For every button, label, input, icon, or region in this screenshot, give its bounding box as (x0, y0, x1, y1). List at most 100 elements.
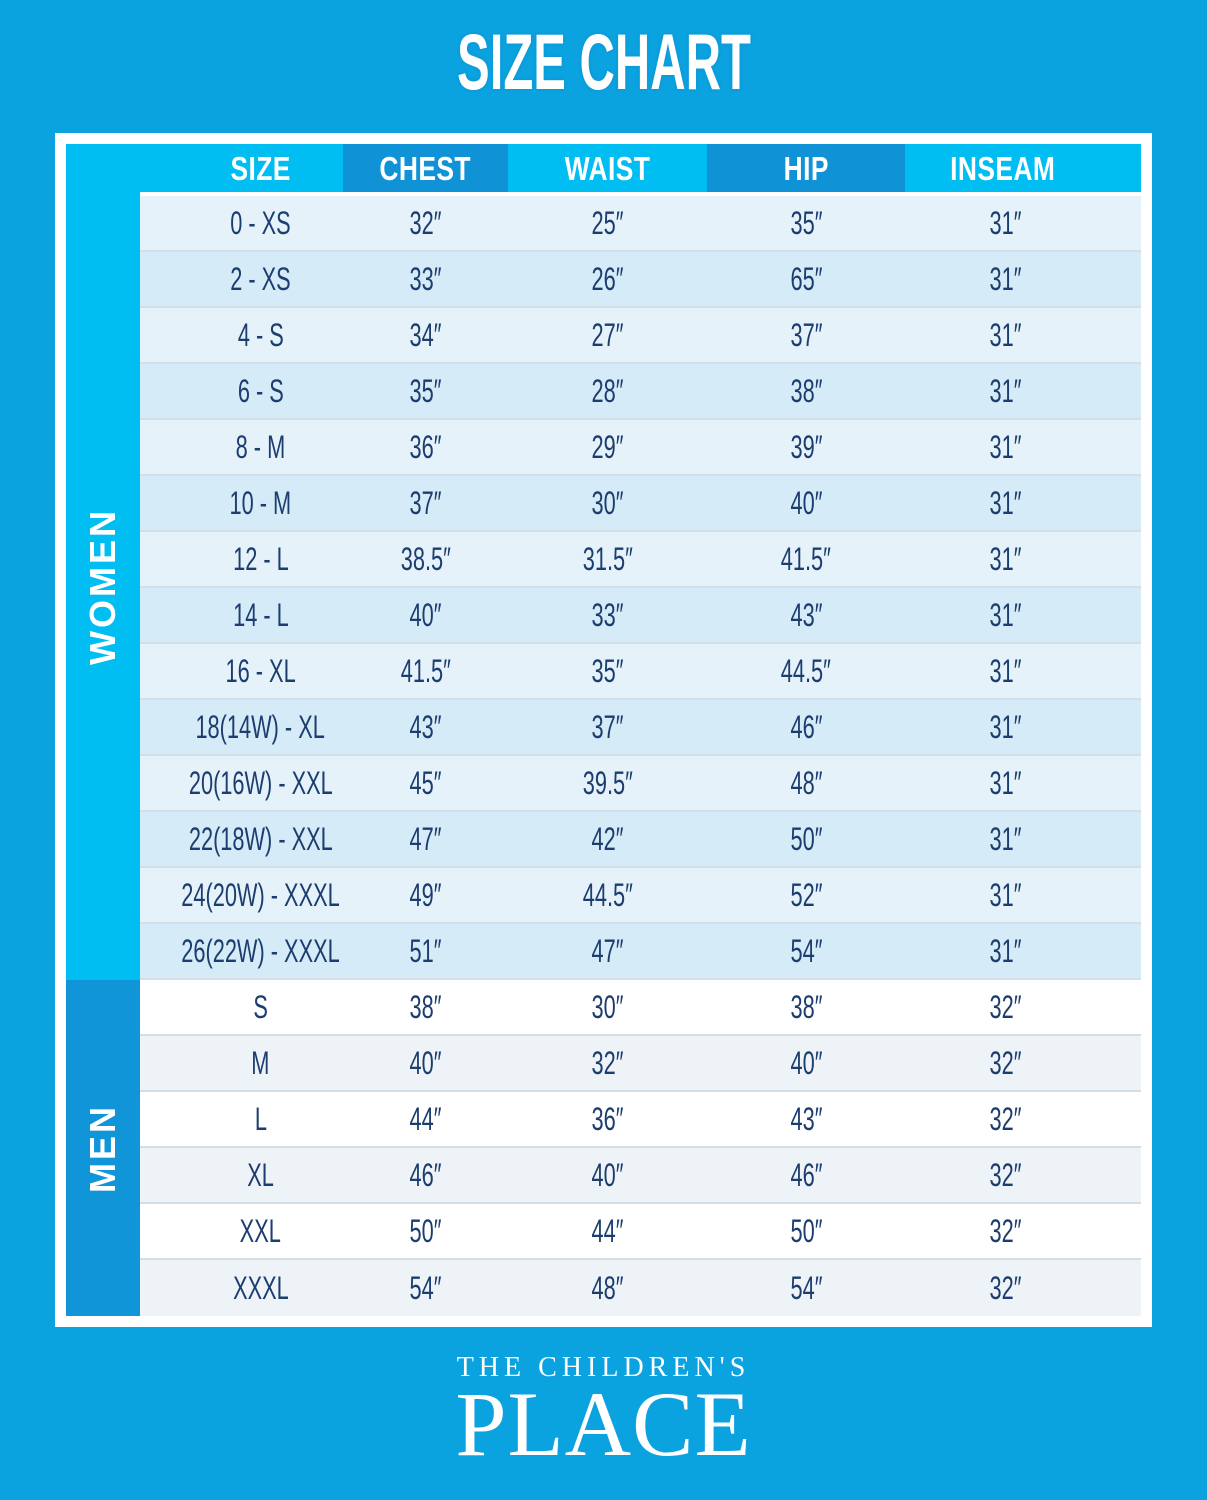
table-row: 2 - XS 33″ 26″ 65″ 31″ (140, 252, 1141, 308)
cell-hip: 48″ (707, 756, 905, 810)
cell-hip: 35″ (707, 196, 905, 250)
cell-inseam: 31″ (905, 420, 1141, 474)
table-row: 12 - L 38.5″ 31.5″ 41.5″ 31″ (140, 532, 1141, 588)
cell-chest-value: 49″ (409, 877, 442, 913)
cell-hip-value: 39″ (790, 429, 822, 465)
cell-waist: 33″ (508, 588, 707, 642)
cell-hip: 38″ (707, 364, 905, 418)
cell-waist: 28″ (508, 364, 707, 418)
cell-inseam-value: 32″ (989, 1101, 1021, 1137)
cell-inseam-value: 31″ (989, 821, 1021, 857)
cell-chest-value: 41.5″ (400, 653, 451, 689)
cell-size: 14 - L (140, 588, 343, 642)
cell-chest-value: 45″ (409, 765, 442, 801)
cell-hip-value: 35″ (790, 205, 822, 241)
cell-chest: 34″ (343, 308, 508, 362)
cell-size: 6 - S (140, 364, 343, 418)
cell-waist: 27″ (508, 308, 707, 362)
cell-hip: 43″ (707, 1092, 905, 1146)
cell-hip: 44.5″ (707, 644, 905, 698)
table-row: 10 - M 37″ 30″ 40″ 31″ (140, 476, 1141, 532)
cell-size: 24(20W) - XXXL (140, 868, 343, 922)
cell-waist-value: 44.5″ (582, 877, 633, 913)
cell-chest-value: 33″ (409, 261, 442, 297)
cell-size: XXXL (140, 1260, 343, 1316)
cell-waist-value: 44″ (591, 1213, 624, 1249)
column-header-chest: CHEST (343, 144, 508, 192)
cell-inseam: 31″ (905, 252, 1141, 306)
table-row: 18(14W) - XL 43″ 37″ 46″ 31″ (140, 700, 1141, 756)
cell-size: 10 - M (140, 476, 343, 530)
cell-chest-value: 50″ (409, 1213, 442, 1249)
cell-inseam-value: 32″ (989, 1157, 1021, 1193)
table-row: L 44″ 36″ 43″ 32″ (140, 1092, 1141, 1148)
cell-chest: 49″ (343, 868, 508, 922)
cell-waist-value: 30″ (591, 989, 624, 1025)
table-row: S 38″ 30″ 38″ 32″ (140, 980, 1141, 1036)
cell-inseam-value: 31″ (989, 541, 1021, 577)
cell-waist: 42″ (508, 812, 707, 866)
cell-hip: 50″ (707, 1204, 905, 1258)
cell-chest-value: 47″ (409, 821, 442, 857)
cell-hip: 54″ (707, 924, 905, 978)
cell-inseam-value: 31″ (989, 933, 1021, 969)
cell-waist-value: 30″ (591, 485, 624, 521)
cell-inseam: 32″ (905, 1092, 1141, 1146)
cell-inseam-value: 31″ (989, 261, 1021, 297)
cell-chest-value: 54″ (409, 1270, 442, 1306)
cell-waist-value: 31.5″ (582, 541, 633, 577)
cell-chest-value: 37″ (409, 485, 442, 521)
cell-hip-value: 48″ (790, 765, 822, 801)
cell-waist-value: 35″ (591, 653, 624, 689)
column-header-waist-label: WAIST (564, 149, 651, 187)
cell-chest-value: 34″ (409, 317, 442, 353)
cell-size-value: 2 - XS (230, 261, 291, 297)
cell-size: XXL (140, 1204, 343, 1258)
page-title-text: SIZE CHART (456, 17, 751, 106)
cell-size: XL (140, 1148, 343, 1202)
cell-size-value: M (251, 1045, 270, 1081)
cell-chest: 32″ (343, 196, 508, 250)
section-bands: WOMEN MEN (66, 192, 140, 1316)
table-row: 26(22W) - XXXL 51″ 47″ 54″ 31″ (140, 924, 1141, 980)
table-rows: 0 - XS 32″ 25″ 35″ 31″ 2 - XS 33″ 26″ 65″ 31″ 4 - … (140, 192, 1141, 1316)
cell-size-value: 4 - S (237, 317, 284, 353)
cell-size-value: 16 - XL (225, 653, 296, 689)
cell-size: 26(22W) - XXXL (140, 924, 343, 978)
cell-chest: 54″ (343, 1260, 508, 1316)
cell-hip-value: 65″ (790, 261, 822, 297)
table-row: 4 - S 34″ 27″ 37″ 31″ (140, 308, 1141, 364)
cell-waist-value: 42″ (591, 821, 624, 857)
cell-size: 22(18W) - XXL (140, 812, 343, 866)
cell-waist: 31.5″ (508, 532, 707, 586)
cell-size-value: XL (247, 1157, 274, 1193)
cell-chest: 38″ (343, 980, 508, 1034)
cell-waist: 47″ (508, 924, 707, 978)
cell-hip-value: 44.5″ (780, 653, 832, 689)
section-band-men: MEN (66, 980, 140, 1316)
cell-size-value: 18(14W) - XL (195, 709, 326, 745)
table-header-row: SIZE CHEST WAIST HIP INSEAM (66, 144, 1141, 192)
cell-chest-value: 40″ (409, 1045, 442, 1081)
cell-size: L (140, 1092, 343, 1146)
table-row: 14 - L 40″ 33″ 43″ 31″ (140, 588, 1141, 644)
cell-inseam: 32″ (905, 1036, 1141, 1090)
cell-size-value: XXL (239, 1213, 282, 1249)
cell-size-value: 0 - XS (230, 205, 291, 241)
cell-chest-value: 51″ (409, 933, 442, 969)
cell-size: 12 - L (140, 532, 343, 586)
cell-chest-value: 40″ (409, 597, 442, 633)
column-header-waist: WAIST (508, 144, 707, 192)
cell-waist: 40″ (508, 1148, 707, 1202)
cell-hip-value: 38″ (790, 373, 822, 409)
section-band-women: WOMEN (66, 192, 140, 980)
cell-inseam: 31″ (905, 868, 1141, 922)
cell-waist: 48″ (508, 1260, 707, 1316)
cell-chest-value: 44″ (409, 1101, 442, 1137)
cell-size: 2 - XS (140, 252, 343, 306)
cell-size: 0 - XS (140, 196, 343, 250)
cell-chest-value: 36″ (409, 429, 442, 465)
cell-hip: 50″ (707, 812, 905, 866)
cell-inseam: 31″ (905, 196, 1141, 250)
cell-inseam: 31″ (905, 812, 1141, 866)
